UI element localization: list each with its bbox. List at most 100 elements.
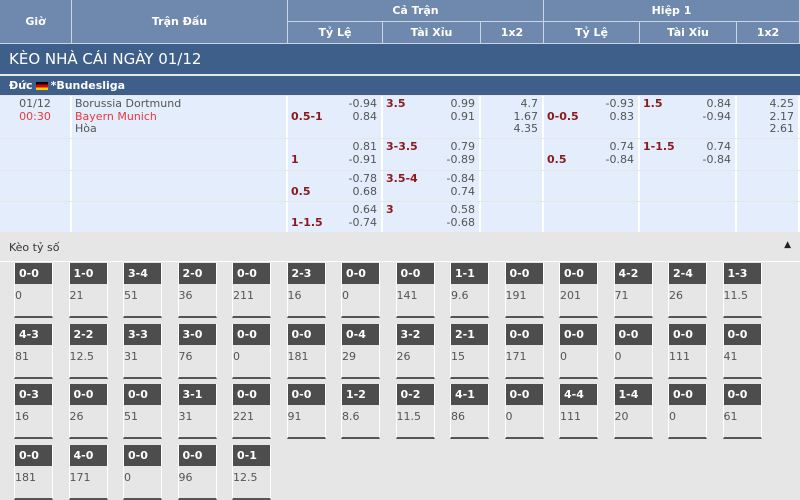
over-odds[interactable]: 0.79 xyxy=(450,140,476,153)
odds-row: 0.5 -0.78 0.68 3.5-4 -0.84 0.74 xyxy=(0,171,800,201)
score-tile[interactable]: 0-0 171 xyxy=(504,323,544,379)
score-tile[interactable]: 1-1 9.6 xyxy=(450,263,489,318)
score-tile[interactable]: 0-0 0 xyxy=(14,263,53,318)
score-label: 0-0 xyxy=(287,323,325,345)
over-under-line: 3 xyxy=(386,203,394,216)
fh-handicap-odds-home[interactable]: 0.74 xyxy=(609,140,635,153)
score-odds: 26 xyxy=(396,349,411,363)
handicap-odds-away[interactable]: 0.68 xyxy=(352,184,378,198)
score-tile[interactable]: 0-0 201 xyxy=(559,263,598,318)
fh-handicap-odds-home[interactable]: -0.93 xyxy=(605,97,634,110)
score-label: 0-0 xyxy=(669,323,706,345)
over-odds[interactable]: 0.99 xyxy=(450,97,476,110)
score-tile[interactable]: 0-0 181 xyxy=(286,323,326,379)
score-odds: 15 xyxy=(451,349,465,363)
score-tile[interactable]: 3-1 31 xyxy=(177,384,217,439)
fh-handicap-odds-away[interactable]: 0.83 xyxy=(609,109,635,123)
score-tile[interactable]: 0-0 0 xyxy=(123,444,162,500)
score-tile[interactable]: 4-0 171 xyxy=(68,444,108,500)
score-label: 3-0 xyxy=(178,323,216,345)
score-odds: 8.6 xyxy=(342,410,360,423)
over-odds[interactable]: 0.58 xyxy=(450,203,476,216)
col-fh-1x2: 1x2 xyxy=(737,22,800,44)
away-team[interactable]: Bayern Munich xyxy=(75,109,157,123)
handicap-odds-home[interactable]: -0.94 xyxy=(348,97,377,110)
under-odds[interactable]: 0.91 xyxy=(450,109,476,123)
league-row[interactable]: Đức *Bundesliga xyxy=(0,76,800,95)
fh-odds-away-win[interactable]: 2.17 xyxy=(769,109,795,123)
handicap-odds-home[interactable]: 0.81 xyxy=(352,140,378,153)
handicap-odds-away[interactable]: -0.74 xyxy=(348,215,377,229)
score-tile[interactable]: 0-0 41 xyxy=(722,323,762,379)
score-odds: 76 xyxy=(178,349,193,363)
score-tile[interactable]: 3-2 26 xyxy=(395,323,435,379)
score-tile[interactable]: 2-0 36 xyxy=(177,263,217,318)
score-tile[interactable]: 0-0 0 xyxy=(559,323,598,379)
score-label: 4-3 xyxy=(15,323,52,345)
fh-handicap-odds-away[interactable]: -0.84 xyxy=(605,152,634,166)
fh-under-odds[interactable]: -0.94 xyxy=(702,109,731,123)
score-tile[interactable]: 4-2 71 xyxy=(613,263,653,318)
score-tile[interactable]: 0-0 26 xyxy=(68,384,108,439)
score-tile[interactable]: 0-4 29 xyxy=(341,323,380,379)
score-tile[interactable]: 0-2 11.5 xyxy=(395,384,435,439)
correct-score-header[interactable]: Kèo tỷ số ▲ xyxy=(0,235,800,262)
score-tile[interactable]: 4-3 81 xyxy=(14,323,53,379)
score-odds: 21 xyxy=(69,289,84,302)
score-tile[interactable]: 0-0 91 xyxy=(286,384,326,439)
fh-odds-home-win[interactable]: 4.25 xyxy=(769,97,795,110)
score-tile[interactable]: 1-0 21 xyxy=(68,263,108,318)
score-tile[interactable]: 3-4 51 xyxy=(123,263,162,318)
score-tile[interactable]: 0-0 61 xyxy=(722,384,762,439)
score-tile[interactable]: 0-0 191 xyxy=(504,263,544,318)
score-tile[interactable]: 0-0 141 xyxy=(395,263,435,318)
score-tile[interactable]: 0-0 211 xyxy=(232,263,271,318)
odds-away-win[interactable]: 1.67 xyxy=(513,109,539,123)
score-tile[interactable]: 0-0 221 xyxy=(232,384,271,439)
handicap-odds-home[interactable]: 0.64 xyxy=(352,203,378,216)
handicap-odds-home[interactable]: -0.78 xyxy=(348,172,377,185)
score-label: 0-0 xyxy=(396,263,434,284)
score-tile[interactable]: 2-1 15 xyxy=(450,323,489,379)
fh-over-odds[interactable]: 0.74 xyxy=(706,140,732,153)
score-tile[interactable]: 3-3 31 xyxy=(123,323,162,379)
under-odds[interactable]: 0.74 xyxy=(450,184,476,198)
score-tile[interactable]: 2-4 26 xyxy=(668,263,707,318)
score-tile[interactable]: 1-3 11.5 xyxy=(722,263,762,318)
score-tile[interactable]: 4-1 86 xyxy=(450,384,489,439)
score-tile[interactable]: 0-0 111 xyxy=(668,323,707,379)
score-tile[interactable]: 1-2 8.6 xyxy=(341,384,380,439)
odds-draw[interactable]: 4.35 xyxy=(513,122,539,135)
caret-up-icon[interactable]: ▲ xyxy=(784,240,791,250)
score-tile[interactable]: 0-0 51 xyxy=(123,384,162,439)
score-tile[interactable]: 0-1 12.5 xyxy=(232,444,271,500)
score-tile[interactable]: 0-3 16 xyxy=(14,384,53,439)
handicap-odds-away[interactable]: -0.91 xyxy=(348,152,377,166)
score-tile[interactable]: 2-2 12.5 xyxy=(68,323,108,379)
odds-home-win[interactable]: 4.7 xyxy=(520,97,539,110)
fh-over-odds[interactable]: 0.84 xyxy=(706,97,732,110)
score-odds: 191 xyxy=(505,289,527,302)
fh-over-under-line: 1-1.5 xyxy=(643,140,675,153)
fh-under-odds[interactable]: -0.84 xyxy=(702,152,731,166)
score-tile[interactable]: 4-4 111 xyxy=(559,384,598,439)
score-odds: 61 xyxy=(723,410,738,423)
score-tile[interactable]: 2-3 16 xyxy=(286,263,326,318)
over-odds[interactable]: -0.84 xyxy=(446,172,475,185)
score-tile[interactable]: 0-0 0 xyxy=(504,384,544,439)
home-team[interactable]: Borussia Dortmund xyxy=(75,97,182,110)
score-tile[interactable]: 0-0 181 xyxy=(14,444,53,500)
score-tile[interactable]: 0-0 96 xyxy=(177,444,217,500)
fh-odds-draw[interactable]: 2.61 xyxy=(769,122,795,135)
score-tile[interactable]: 0-0 0 xyxy=(613,323,653,379)
score-tile[interactable]: 0-0 0 xyxy=(232,323,271,379)
under-odds[interactable]: -0.89 xyxy=(446,152,475,166)
score-tile[interactable]: 0-0 0 xyxy=(341,263,380,318)
score-tile[interactable]: 1-4 20 xyxy=(613,384,653,439)
score-odds: 0 xyxy=(15,289,22,302)
score-label: 0-0 xyxy=(669,384,706,405)
score-tile[interactable]: 0-0 0 xyxy=(668,384,707,439)
score-tile[interactable]: 3-0 76 xyxy=(177,323,217,379)
handicap-odds-away[interactable]: 0.84 xyxy=(352,109,378,123)
under-odds[interactable]: -0.68 xyxy=(446,215,475,229)
